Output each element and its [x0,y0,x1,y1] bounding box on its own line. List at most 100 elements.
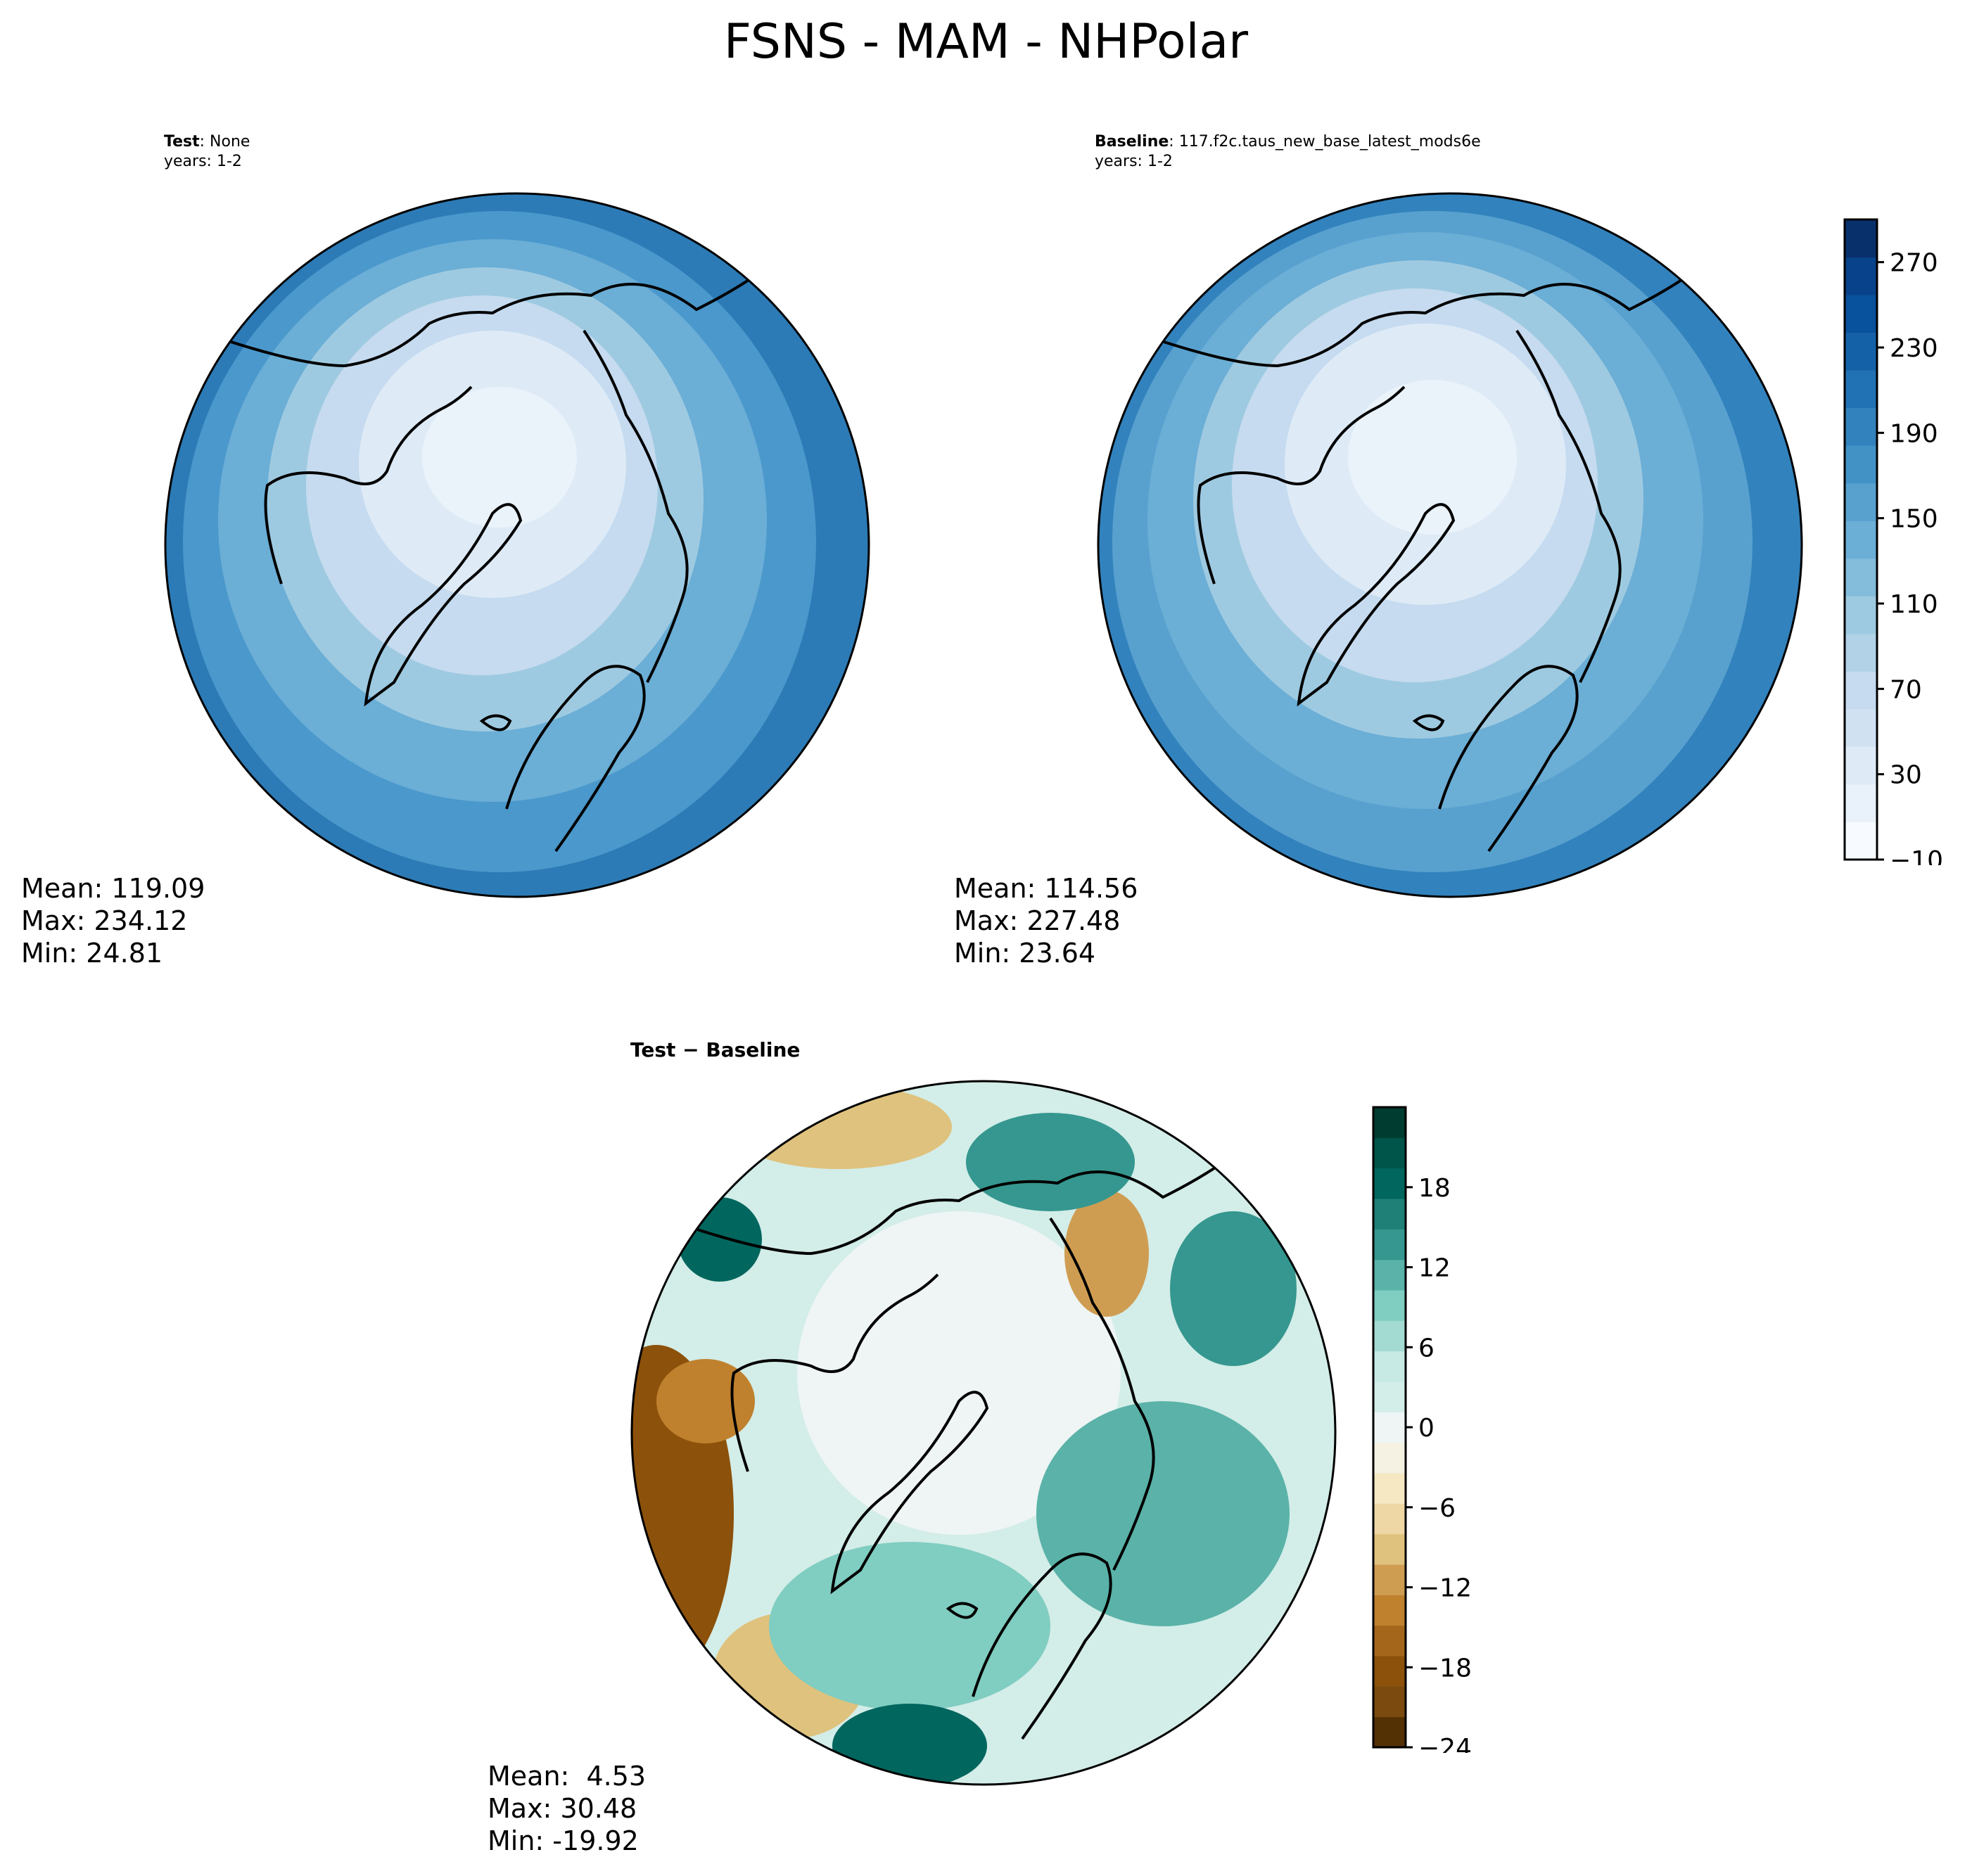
baseline-coastline-scandinavia [1438,665,1579,853]
test-label-rest: : None [199,133,250,151]
blues-colorbar-swatch [1845,708,1877,747]
diff-field-center [797,1211,1121,1535]
test-label-bold: Test [164,133,200,151]
test-map [164,192,870,898]
brbg-colorbar-swatch [1373,1259,1406,1291]
baseline-years: years: 1-2 [1095,153,1173,170]
blues-colorbar-swatch [1845,746,1877,785]
diff-coastline-russia [1049,1217,1155,1571]
diff-stat-min: Min: -19.92 [488,1825,639,1856]
test-panel-title: Test: None [164,132,250,152]
brbg-colorbar-swatch [1373,1168,1406,1199]
baseline-stats: Mean: 114.56 Max: 227.48 Min: 23.64 [954,872,1138,969]
diff-map [630,1080,1337,1786]
baseline-coastline-iceland [1412,714,1445,732]
brbg-colorbar-swatch [1373,1351,1406,1382]
blues-colorbar-swatch [1845,445,1877,484]
blues-colorbar-swatch [1845,407,1877,446]
brbg-colorbar-swatch [1373,1290,1406,1321]
baseline-field-center [1348,380,1517,535]
diff-blob-ne-tan [1064,1190,1149,1317]
brbg-colorbar-tick-label: −6 [1418,1494,1456,1523]
test-years: years: 1-2 [164,153,242,170]
baseline-coastline-siberia [1150,266,1701,368]
diff-blob-south-teal [769,1542,1050,1711]
baseline-stat-max: Max: 227.48 [954,905,1121,936]
brbg-colorbar-tick-label: −12 [1418,1574,1472,1603]
brbg-colorbar-swatch [1373,1625,1406,1657]
test-map-boundary [164,192,870,898]
figure-title: FSNS - MAM - NHPolar [723,14,1249,70]
brbg-colorbar-ticks: −24 −18 −12 −6 0 6 12 18 [1406,1174,1472,1753]
test-coastline-canada [264,385,473,585]
brbg-colorbar-swatch [1373,1595,1406,1626]
baseline-label-bold: Baseline [1095,133,1169,151]
test-coastline-scandinavia [505,665,646,853]
baseline-coastline-canada [1197,385,1406,585]
diff-map-boundary [630,1080,1337,1786]
blues-colorbar-swatch [1845,596,1877,634]
brbg-colorbar-swatch [1373,1412,1406,1443]
test-coastline-russia [583,329,689,683]
brbg-colorbar-swatches [1373,1107,1406,1748]
brbg-colorbar-tick-label: 0 [1418,1414,1435,1443]
blues-colorbar-tick-label: 70 [1890,675,1922,704]
test-stat-max: Max: 234.12 [21,905,188,936]
brbg-colorbar-swatch [1373,1442,1406,1474]
diff-blob-west-tan [656,1359,755,1443]
blues-colorbar-tick-label: −10 [1890,846,1943,865]
blues-colorbar: −10 30 70 110 150 190 230 270 [1843,218,1943,865]
diff-blob-se-teal [1036,1401,1290,1626]
blues-colorbar-swatch [1845,332,1877,371]
baseline-map [1097,192,1803,898]
diff-coastline-scandinavia [972,1552,1112,1740]
diff-blob-east-teal [1170,1211,1297,1366]
brbg-colorbar-swatch [1373,1382,1406,1412]
brbg-colorbar-swatch [1373,1229,1406,1261]
test-coastline-greenland [364,503,523,707]
brbg-colorbar-tick-label: 18 [1418,1174,1451,1203]
brbg-colorbar-swatch [1373,1533,1406,1565]
test-stat-min: Min: 24.81 [21,938,163,969]
diff-coastline-greenland [830,1391,989,1595]
brbg-colorbar-tick-label: −24 [1418,1734,1472,1753]
blues-colorbar-tick-label: 270 [1890,249,1938,278]
test-field-center [422,387,577,528]
baseline-stat-mean: Mean: 114.56 [954,873,1138,904]
blues-colorbar-swatch [1845,633,1877,672]
diff-stat-mean: Mean: 4.53 [488,1761,647,1792]
baseline-panel-title: Baseline: 117.f2c.taus_new_base_latest_m… [1095,132,1481,152]
blues-colorbar-swatch [1845,219,1877,258]
baseline-stat-min: Min: 23.64 [954,938,1096,969]
blues-colorbar-tick-label: 150 [1890,505,1938,534]
baseline-coastline-greenland [1297,503,1456,707]
test-coastline-iceland [479,714,512,732]
brbg-colorbar-swatch [1373,1199,1406,1230]
brbg-colorbar-swatch [1373,1503,1406,1535]
diff-coastline-siberia [684,1154,1235,1256]
blues-colorbar-frame [1843,218,1878,861]
brbg-colorbar-tick-label: −18 [1418,1654,1472,1683]
diff-blob-siberia-teal [966,1113,1135,1211]
brbg-colorbar-swatch [1373,1686,1406,1718]
blues-colorbar-tick-label: 230 [1890,334,1938,363]
blues-colorbar-swatch [1845,295,1877,333]
blues-colorbar-swatch [1845,822,1877,860]
brbg-colorbar-swatch [1373,1107,1406,1138]
blues-colorbar-swatch [1845,671,1877,710]
diff-stats: Mean: 4.53 Max: 30.48 Min: -19.92 [488,1760,646,1857]
brbg-colorbar: −24 −18 −12 −6 0 6 12 18 [1372,1106,1472,1753]
blues-colorbar-ticks: −10 30 70 110 150 190 230 270 [1877,249,1943,865]
diff-stat-max: Max: 30.48 [488,1793,637,1824]
brbg-colorbar-swatch [1373,1473,1406,1504]
blues-colorbar-swatch [1845,558,1877,596]
brbg-colorbar-swatch [1373,1564,1406,1595]
blues-colorbar-tick-label: 110 [1890,590,1938,619]
diff-blob-s-dark [832,1704,987,1785]
blues-colorbar-swatch [1845,257,1877,295]
test-stats: Mean: 119.09 Max: 234.12 Min: 24.81 [21,872,205,969]
brbg-colorbar-tick-label: 12 [1418,1254,1451,1283]
diff-blob-north-tan [727,1085,952,1169]
baseline-label-rest: : 117.f2c.taus_new_base_latest_mods6e [1169,133,1481,151]
diff-coastline-iceland [946,1602,979,1619]
